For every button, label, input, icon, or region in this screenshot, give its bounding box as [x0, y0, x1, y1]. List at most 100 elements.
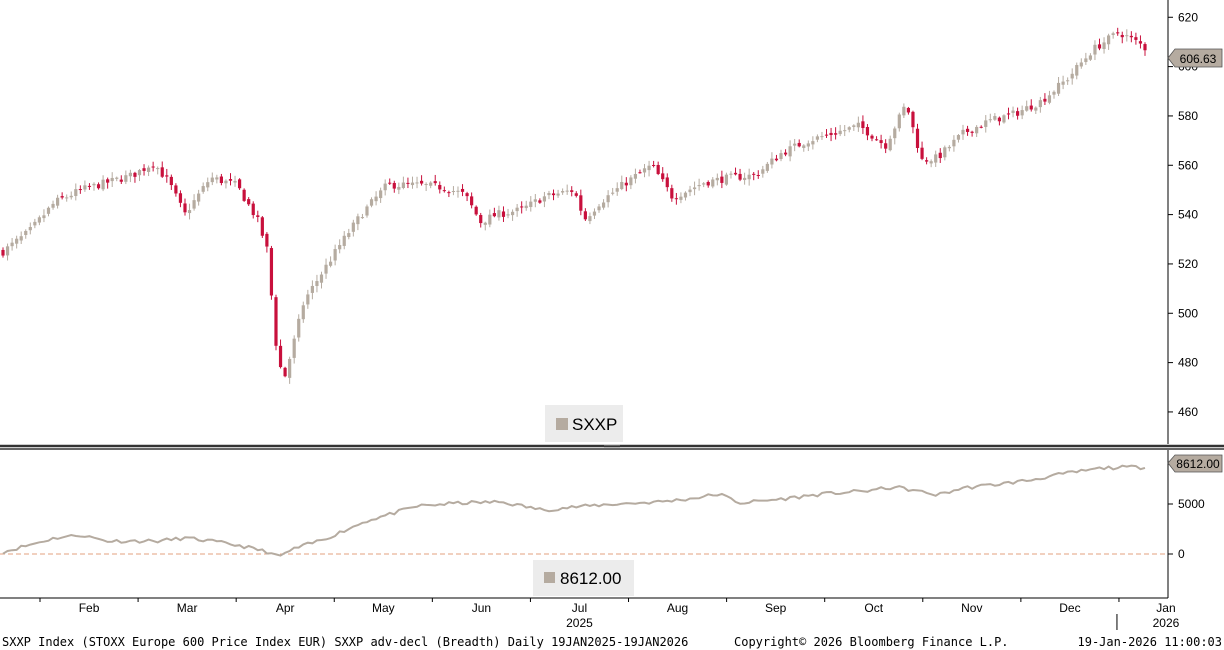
x-month-label: Mar — [177, 601, 198, 615]
candle — [1052, 90, 1056, 99]
candle — [879, 134, 883, 149]
candle — [392, 180, 396, 193]
candle — [1102, 37, 1106, 54]
candle — [874, 136, 879, 141]
x-year-label: 2026 — [1153, 616, 1180, 630]
candle — [993, 113, 997, 121]
legend-swatch — [544, 572, 555, 583]
candle — [379, 187, 383, 203]
candle — [952, 135, 956, 152]
candle — [415, 176, 419, 189]
price-y-tick-label: 620 — [1178, 10, 1198, 24]
candle — [156, 166, 160, 175]
candle — [806, 140, 810, 152]
breadth-legend-label: 8612.00 — [560, 569, 621, 588]
candle — [711, 177, 715, 189]
footer-timestamp: 19-Jan-2026 11:00:03 — [1078, 635, 1223, 649]
candle — [1079, 58, 1083, 69]
price-last-value-text: 606.63 — [1180, 52, 1217, 66]
candle — [1138, 35, 1143, 49]
candle — [51, 200, 55, 210]
breadth-y-tick-label: 5000 — [1178, 497, 1205, 511]
panel-divider[interactable] — [0, 444, 1224, 450]
candle — [192, 194, 196, 211]
candle — [1084, 52, 1088, 65]
candle — [779, 149, 783, 162]
x-month-label: Jul — [572, 601, 587, 615]
x-year-label: 2025 — [566, 616, 593, 630]
candle — [197, 189, 201, 206]
candle — [160, 161, 164, 178]
candle — [501, 206, 506, 222]
candle — [529, 196, 533, 212]
candle — [1116, 27, 1120, 36]
candle — [169, 174, 173, 190]
candle — [19, 231, 23, 245]
candle — [269, 245, 274, 300]
candle — [506, 208, 510, 219]
candle — [119, 175, 123, 184]
candle — [424, 182, 428, 192]
candle — [906, 106, 911, 115]
candle — [124, 170, 128, 185]
x-month-label: Feb — [79, 601, 100, 615]
candle — [915, 123, 920, 153]
legend-swatch — [556, 418, 568, 430]
price-last-value-badge: 606.63 — [1167, 48, 1223, 68]
candle — [1020, 105, 1024, 120]
candle — [338, 239, 342, 254]
candle — [838, 124, 842, 137]
candle — [929, 159, 933, 168]
candle — [920, 141, 924, 161]
candle — [1134, 32, 1138, 45]
candle — [465, 191, 469, 202]
candle — [747, 168, 751, 186]
candle — [911, 110, 915, 134]
candle — [228, 173, 233, 186]
candle — [256, 210, 260, 223]
candle — [265, 232, 269, 253]
candle — [925, 157, 929, 165]
candle — [702, 182, 706, 188]
price-y-tick-label: 560 — [1178, 158, 1198, 172]
candle — [369, 197, 374, 208]
candlestick-series — [1, 27, 1147, 384]
candle — [729, 171, 733, 179]
candle — [374, 191, 378, 206]
candle — [642, 163, 647, 178]
price-y-tick-label: 460 — [1178, 405, 1198, 419]
candle — [201, 182, 205, 194]
candle — [852, 124, 856, 131]
candle — [292, 335, 296, 364]
candle — [401, 176, 405, 190]
candle — [565, 184, 569, 195]
candle — [733, 167, 738, 176]
candle — [128, 169, 132, 183]
candle — [611, 187, 615, 196]
candle — [274, 294, 278, 351]
candle — [429, 181, 433, 189]
candle — [674, 192, 678, 205]
candle — [474, 205, 478, 216]
candle — [1002, 114, 1006, 124]
x-month-label: Nov — [961, 601, 982, 615]
candle — [1043, 93, 1047, 105]
candle — [460, 184, 465, 197]
candle — [60, 192, 64, 200]
candle — [360, 213, 365, 219]
candle — [811, 136, 815, 150]
x-month-label: Jan — [1156, 601, 1175, 615]
candle — [288, 356, 292, 384]
candle — [834, 127, 838, 140]
candle — [870, 134, 874, 142]
candle — [847, 126, 851, 133]
candle — [46, 206, 51, 217]
candle — [10, 237, 14, 251]
x-month-label: Apr — [276, 601, 295, 615]
candle — [33, 218, 37, 229]
candle — [688, 185, 692, 197]
candle — [151, 161, 155, 172]
candle — [406, 177, 410, 189]
candle — [456, 186, 460, 198]
candle — [1025, 100, 1029, 112]
